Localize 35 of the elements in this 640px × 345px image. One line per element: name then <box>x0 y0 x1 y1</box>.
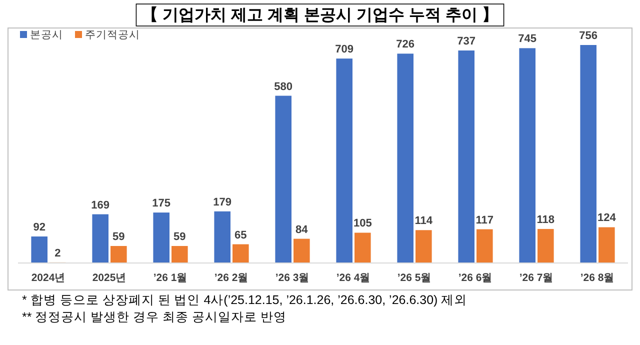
x-tick-label: ’26 8월 <box>580 272 615 284</box>
data-label: 114 <box>414 215 434 228</box>
data-label: 745 <box>518 33 537 46</box>
data-label: 117 <box>476 214 494 226</box>
data-label: 105 <box>353 218 372 230</box>
data-label: 124 <box>597 212 617 224</box>
x-tick-label: 2025년 <box>92 272 127 284</box>
x-tick-label: ’26 2월 <box>214 272 249 284</box>
x-tick-label: 2024년 <box>31 272 66 284</box>
data-label: 756 <box>579 30 598 42</box>
data-label: 84 <box>296 224 309 236</box>
data-label: 169 <box>91 199 110 212</box>
text: ** 정정공시 발생한 경우 최종 공시일자로 반영 <box>22 309 288 326</box>
x-tick-label: ’26 1월 <box>153 272 188 284</box>
data-label: 709 <box>335 44 354 56</box>
text: * 합병 등으로 상장폐지 된 법인 4사(’25.12.15, ’26.1.26, ’26.6.30, ’26.6.30) 제외 <box>22 292 468 309</box>
data-label: 726 <box>396 38 415 51</box>
x-tick-label: ’26 7월 <box>519 272 554 284</box>
data-label: 65 <box>234 229 247 242</box>
data-label: 175 <box>152 198 171 210</box>
data-label: 118 <box>536 214 555 226</box>
data-label: 2 <box>54 247 61 260</box>
x-tick-label: ’26 6월 <box>458 272 493 284</box>
chart-title: 【 기업가치 제고 계획 본공시 기업수 누적 추이 】 <box>142 6 498 24</box>
data-label: 580 <box>274 80 293 93</box>
data-label: 59 <box>112 230 125 243</box>
data-label: 737 <box>457 35 476 48</box>
x-tick-label: ’26 4월 <box>336 272 371 284</box>
x-tick-label: ’26 5월 <box>397 272 432 284</box>
legend-label: 본공시 <box>30 29 63 41</box>
data-label: 92 <box>33 221 46 234</box>
data-label: 179 <box>213 196 232 208</box>
legend-label: 주기적공시 <box>85 29 140 41</box>
x-tick-label: ’26 3월 <box>275 272 310 284</box>
data-label: 59 <box>174 230 186 243</box>
